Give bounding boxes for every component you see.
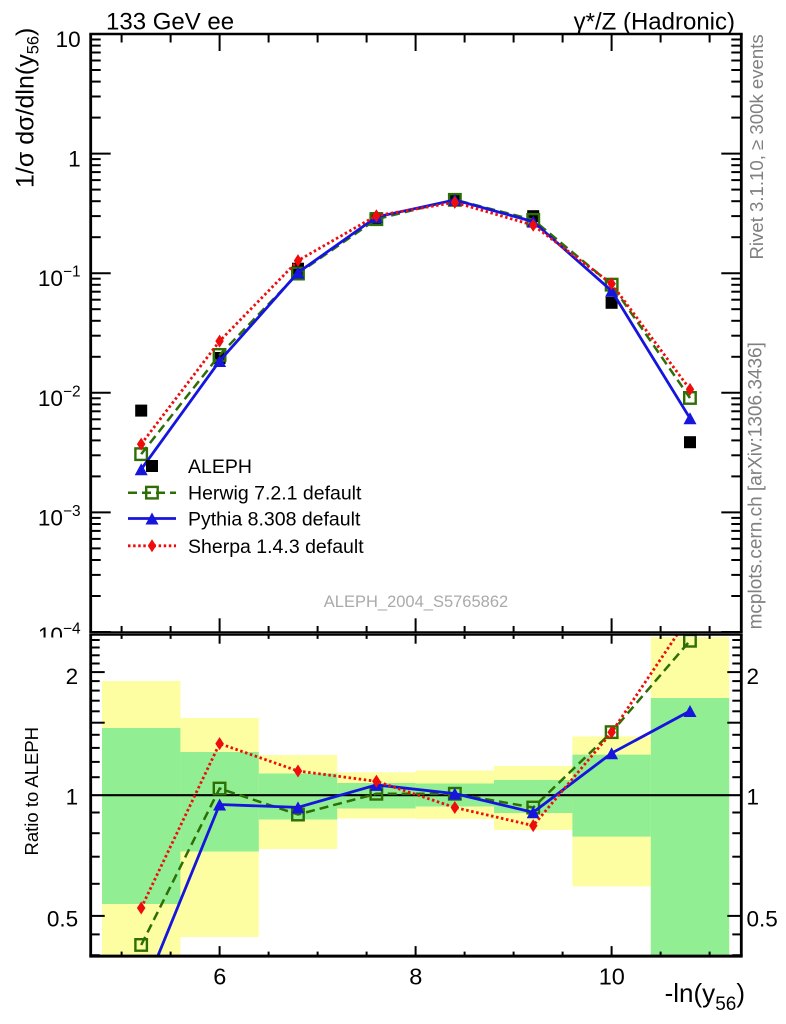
svg-text:6: 6 xyxy=(213,964,226,990)
svg-text:10−1: 10−1 xyxy=(38,264,81,292)
svg-text:8: 8 xyxy=(409,964,422,990)
svg-text:γ*/Z (Hadronic): γ*/Z (Hadronic) xyxy=(574,9,735,36)
svg-text:Ratio to ALEPH: Ratio to ALEPH xyxy=(21,727,42,856)
svg-text:10: 10 xyxy=(56,27,81,52)
svg-text:ALEPH: ALEPH xyxy=(188,456,252,478)
svg-text:Herwig 7.2.1 default: Herwig 7.2.1 default xyxy=(188,483,362,505)
svg-text:Pythia 8.308 default: Pythia 8.308 default xyxy=(188,509,361,531)
svg-text:Sherpa 1.4.3 default: Sherpa 1.4.3 default xyxy=(188,536,364,558)
svg-text:1/σ dσ/dln(y56): 1/σ dσ/dln(y56) xyxy=(12,28,43,188)
svg-text:0.5: 0.5 xyxy=(747,907,778,932)
svg-text:133 GeV ee: 133 GeV ee xyxy=(106,9,234,36)
svg-text:1: 1 xyxy=(747,784,760,809)
svg-text:10: 10 xyxy=(599,964,625,990)
svg-text:2: 2 xyxy=(747,664,760,689)
svg-text:1: 1 xyxy=(68,147,81,172)
svg-text:1: 1 xyxy=(66,784,79,809)
svg-text:2: 2 xyxy=(66,664,79,689)
svg-text:10−4: 10−4 xyxy=(38,621,81,649)
svg-text:mcplots.cern.ch [arXiv:1306.34: mcplots.cern.ch [arXiv:1306.3436] xyxy=(746,342,767,629)
svg-text:0.5: 0.5 xyxy=(47,907,78,932)
svg-text:Rivet 3.1.10, ≥ 300k events: Rivet 3.1.10, ≥ 300k events xyxy=(746,34,767,259)
svg-text:ALEPH_2004_S5765862: ALEPH_2004_S5765862 xyxy=(324,593,508,611)
